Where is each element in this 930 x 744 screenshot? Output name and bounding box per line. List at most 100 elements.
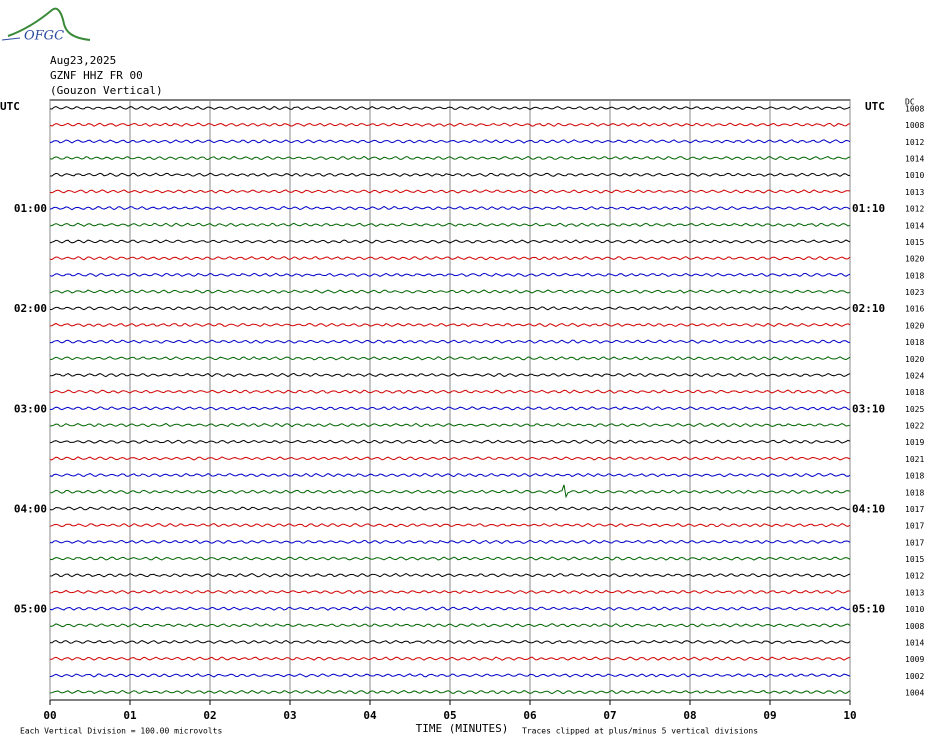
dc-offset: 1012	[905, 572, 924, 581]
trace	[49, 389, 851, 394]
dc-offset: 1022	[905, 422, 924, 431]
right-time-label: 05:10	[852, 603, 885, 616]
dc-offset: 1024	[905, 371, 924, 380]
trace	[49, 422, 851, 428]
dc-offset: 1014	[905, 221, 924, 230]
dc-offset: 1010	[905, 605, 924, 614]
dc-offset: 1018	[905, 388, 924, 397]
dc-offset: 1017	[905, 505, 924, 514]
x-tick-label: 06	[523, 709, 537, 722]
right-time-label: 03:10	[852, 402, 885, 415]
dc-offset: 1004	[905, 689, 924, 698]
trace	[49, 556, 851, 561]
dc-offset: 1017	[905, 538, 924, 547]
trace	[49, 639, 851, 645]
trace	[49, 256, 851, 261]
trace	[49, 589, 851, 595]
trace	[49, 506, 851, 511]
dc-offset: 1021	[905, 455, 924, 464]
dc-offset: 1010	[905, 171, 924, 180]
x-tick-label: 03	[283, 709, 296, 722]
x-tick-label: 00	[43, 709, 56, 722]
dc-offset: 1013	[905, 188, 924, 197]
x-tick-label: 10	[843, 709, 856, 722]
dc-offset: 1008	[905, 121, 924, 130]
dc-offset: 1020	[905, 321, 924, 330]
trace	[50, 356, 851, 361]
x-axis-title: TIME (MINUTES)	[416, 722, 509, 735]
dc-offset: 1015	[905, 555, 924, 564]
dc-offset: 1012	[905, 205, 924, 214]
trace	[49, 439, 851, 444]
trace	[49, 322, 851, 328]
dc-offset: 1020	[905, 355, 924, 364]
trace	[49, 472, 851, 478]
x-tick-label: 02	[203, 709, 216, 722]
left-time-label: 02:00	[14, 302, 47, 315]
x-tick-label: 01	[123, 709, 137, 722]
dc-offset: 1023	[905, 288, 924, 297]
dc-offset: 1008	[905, 105, 924, 114]
dc-offset: 1012	[905, 138, 924, 147]
dc-offset: 1017	[905, 522, 924, 531]
dc-offset: 1018	[905, 271, 924, 280]
trace	[49, 406, 851, 411]
left-time-label: 03:00	[14, 402, 47, 415]
dc-offset: 1015	[905, 238, 924, 247]
dc-offset: 1020	[905, 255, 924, 264]
dc-offset: 1018	[905, 472, 924, 481]
trace	[49, 606, 851, 611]
right-axis-label: UTC	[865, 100, 885, 113]
dc-offset: 1013	[905, 588, 924, 597]
trace	[49, 456, 851, 461]
x-tick-label: 05	[443, 709, 456, 722]
dc-offset: 1019	[905, 438, 924, 447]
location: (Gouzon Vertical)	[50, 84, 163, 97]
left-time-label: 01:00	[14, 202, 47, 215]
left-axis-label: UTC	[0, 100, 20, 113]
trace	[49, 623, 851, 628]
trace	[49, 272, 851, 277]
footnote-right: Traces clipped at plus/minus 5 vertical …	[522, 727, 758, 736]
trace	[50, 372, 851, 378]
station: GZNF HHZ FR 00	[50, 69, 143, 82]
trace	[49, 155, 851, 161]
logo-curve	[7, 7, 91, 41]
x-tick-label: 08	[683, 709, 696, 722]
right-time-label: 02:10	[852, 302, 885, 315]
trace	[49, 523, 851, 528]
dc-offset: 1018	[905, 488, 924, 497]
dc-offset: 1002	[905, 672, 924, 681]
trace	[49, 289, 851, 294]
x-tick-label: 07	[603, 709, 616, 722]
logo-text: OFGC	[24, 29, 64, 44]
footnote-left: Each Vertical Division = 100.00 microvol…	[20, 727, 222, 736]
trace	[50, 339, 851, 344]
dc-offset: 1009	[905, 655, 924, 664]
trace	[49, 205, 851, 211]
trace	[49, 105, 851, 111]
left-time-label: 05:00	[14, 603, 47, 616]
x-tick-label: 04	[363, 709, 377, 722]
right-time-label: 04:10	[852, 502, 885, 515]
trace	[49, 673, 851, 678]
trace	[49, 139, 851, 144]
trace	[49, 484, 851, 499]
dc-offset: 1014	[905, 638, 924, 647]
trace	[49, 122, 851, 127]
logo: OFGC	[1, 7, 91, 44]
date: Aug23,2025	[50, 54, 116, 67]
left-time-label: 04:00	[14, 502, 47, 515]
trace	[49, 306, 851, 311]
dc-offset: 1016	[905, 305, 924, 314]
dc-offset: 1008	[905, 622, 924, 631]
trace	[49, 573, 851, 578]
right-time-label: 01:10	[852, 202, 885, 215]
dc-offset: 1014	[905, 155, 924, 164]
dc-label: DC	[905, 98, 915, 107]
trace	[49, 539, 851, 544]
trace	[49, 189, 851, 194]
trace	[49, 239, 851, 244]
logo-line	[1, 37, 21, 41]
